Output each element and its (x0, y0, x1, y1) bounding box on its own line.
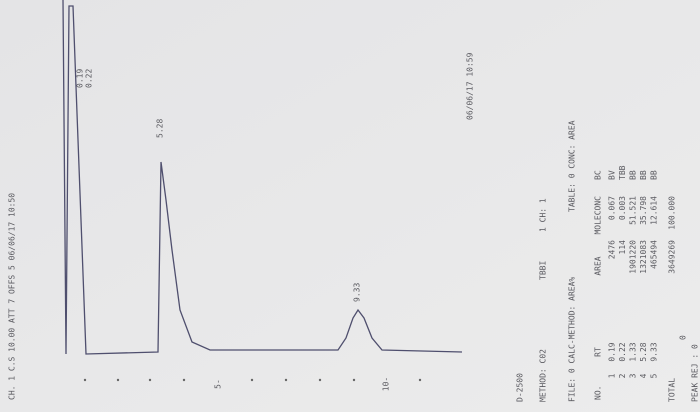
table-cell: 51.521 (629, 196, 638, 225)
tick-dot (318, 378, 322, 382)
instrument: D-2500 (516, 373, 525, 402)
table-line: TABLE: 0 CONC: AREA (568, 120, 577, 212)
table-cell: TBB (618, 165, 627, 180)
file-line: FILE: 0 CALC-METHOD: AREA% (568, 277, 577, 402)
table-cell: 2 (618, 373, 627, 378)
column-header: BC (594, 170, 603, 180)
peak-label: 9.33 (353, 283, 362, 302)
table-cell: 1 (608, 373, 617, 378)
table-cell: BB (639, 170, 648, 180)
peak-label: 0.19 (76, 69, 85, 88)
table-cell: 35.798 (639, 196, 648, 225)
tick-dot (148, 378, 152, 382)
column-header: AREA (594, 256, 603, 275)
total-label: TOTAL (668, 378, 677, 402)
channel: 1 CH: 1 (539, 198, 548, 232)
table-cell: 0.067 (608, 196, 617, 220)
tag: TBBI (539, 261, 548, 280)
column-header: MOLECONC (594, 196, 603, 235)
time-tick: 10- (382, 377, 391, 391)
total-conc: 100.000 (668, 196, 677, 230)
table-cell: 5 (650, 373, 659, 378)
table-cell: 4 (639, 373, 648, 378)
settings-line: CH. 1 C.S 10.00 ATT 7 OFFS 5 06/06/17 10… (8, 193, 17, 400)
peak-label: 0.22 (85, 69, 94, 88)
table-cell: 114 (618, 240, 627, 255)
total-extra: 0 (679, 335, 688, 340)
total-area: 3649269 (668, 240, 677, 274)
peak-label: 5.28 (156, 119, 165, 138)
table-cell: BB (650, 170, 659, 180)
tick-dot (418, 378, 422, 382)
method: METHOD: C02 (539, 349, 548, 402)
table-cell: 1901220 (629, 240, 638, 274)
table-cell: 1321083 (639, 240, 648, 274)
table-cell: 0.003 (618, 196, 627, 220)
table-cell: 2476 (608, 240, 617, 259)
column-header: RT (594, 347, 603, 357)
table-cell: 9.33 (650, 342, 659, 361)
timestamp: 06/06/17 10:59 (466, 52, 475, 120)
table-cell: BV (608, 170, 617, 180)
tick-dot (352, 378, 356, 382)
peak-rej: PEAK REJ : 0 (691, 344, 700, 402)
time-tick: 5- (214, 379, 223, 389)
table-cell: 0.19 (608, 342, 617, 361)
tick-dot (116, 378, 120, 382)
table-cell: 1.33 (629, 342, 638, 361)
peak-table: NO. RT AREA MOLECONC BC 1 0.19 2476 0.067 BV 2 0.22… (594, 165, 659, 400)
table-cell: 0.22 (618, 342, 627, 361)
trace (62, 0, 463, 355)
tick-dot (83, 378, 87, 382)
tick-dot (182, 378, 186, 382)
table-cell: 3 (629, 373, 638, 378)
tick-dot (250, 378, 254, 382)
table-cell: 465494 (650, 240, 659, 269)
table-cell: 12.614 (650, 196, 659, 225)
time-axis: 5- 10- (83, 377, 422, 391)
table-cell: BB (629, 170, 638, 180)
column-header: NO. (594, 386, 603, 400)
table-cell: 5.28 (639, 342, 648, 361)
tick-dot (284, 378, 288, 382)
